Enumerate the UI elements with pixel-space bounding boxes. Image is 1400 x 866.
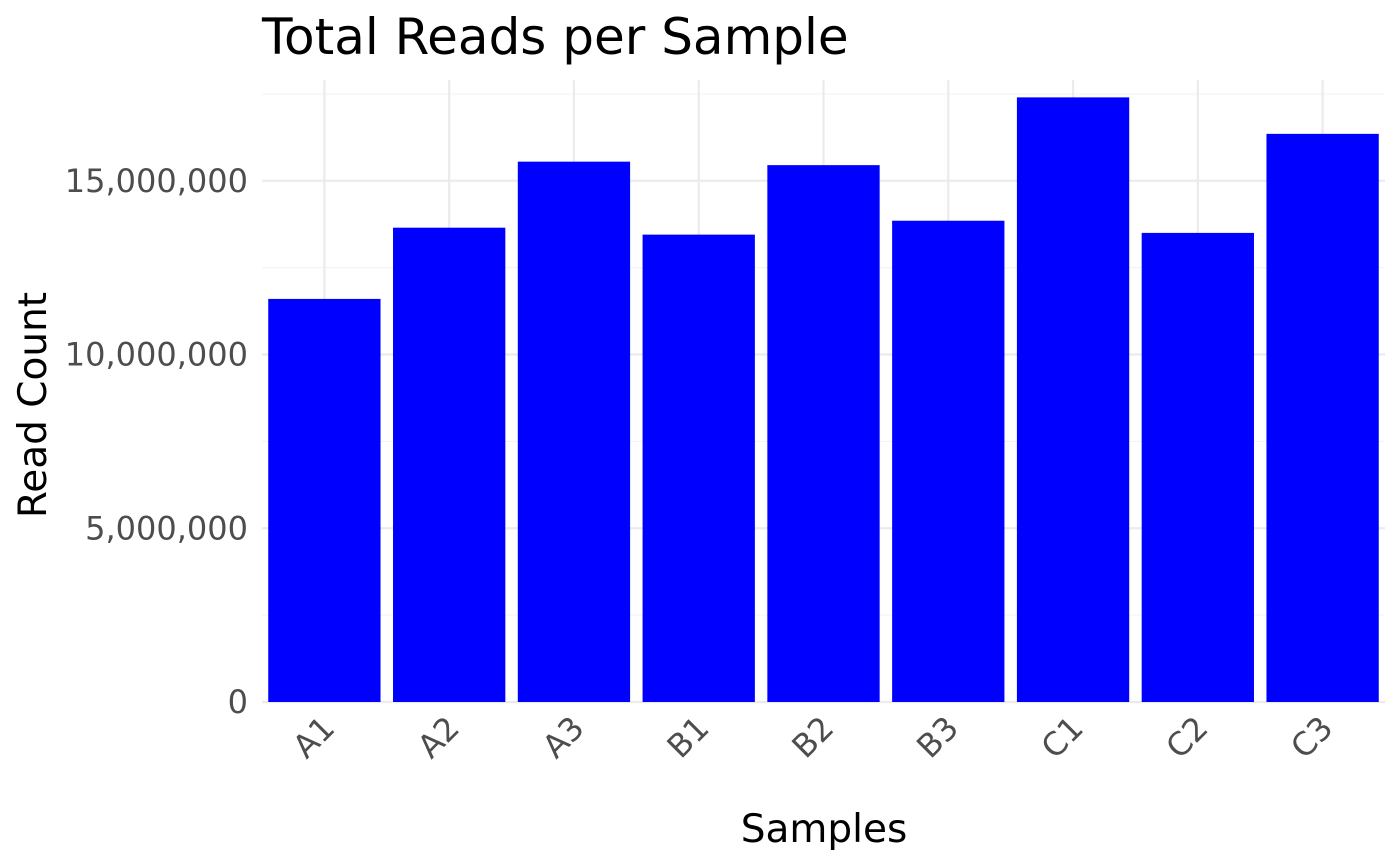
y-axis-title: Read Count — [11, 292, 56, 518]
bar-C1 — [1016, 97, 1130, 703]
x-tick-label: A2 — [410, 709, 467, 766]
bar-C3 — [1266, 133, 1379, 702]
y-tick-label: 10,000,000 — [65, 336, 248, 374]
bar-B2 — [767, 165, 880, 702]
bar-A2 — [393, 227, 506, 702]
x-tick-label: C1 — [1034, 709, 1091, 766]
x-tick-label: B3 — [909, 709, 966, 766]
y-axis-ticks: 0 5,000,000 10,000,000 15,000,000 — [65, 162, 248, 721]
x-tick-label: B2 — [784, 709, 841, 766]
bar-B3 — [892, 220, 1005, 702]
x-tick-label: A3 — [535, 709, 592, 766]
bars — [268, 97, 1379, 703]
bar-A1 — [268, 298, 381, 702]
x-tick-label: C3 — [1283, 709, 1340, 766]
y-tick-label: 0 — [228, 683, 248, 721]
bar-A3 — [517, 161, 631, 703]
bar-C2 — [1141, 232, 1254, 702]
x-axis-ticks: A1 A2 A3 B1 B2 B3 C1 C2 C3 — [285, 709, 1340, 766]
x-tick-label: C2 — [1158, 709, 1215, 766]
x-axis-title: Samples — [741, 807, 908, 852]
y-tick-label: 15,000,000 — [65, 162, 248, 200]
y-tick-label: 5,000,000 — [85, 509, 248, 547]
bar-B1 — [642, 234, 755, 702]
x-tick-label: A1 — [285, 709, 342, 766]
chart-title: Total Reads per Sample — [261, 8, 849, 66]
x-tick-label: B1 — [660, 709, 717, 766]
